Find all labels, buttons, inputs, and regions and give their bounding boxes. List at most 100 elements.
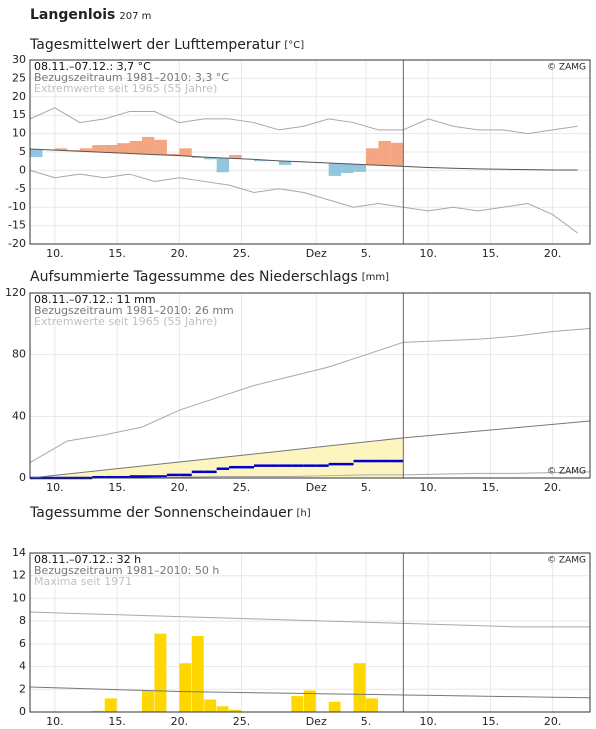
temperature-bar [117, 143, 130, 154]
sunshine-bar [92, 710, 105, 712]
chart-title: Aufsummierte Tagessumme des Niederschlag… [30, 269, 389, 285]
y-tick-label: 80 [12, 348, 26, 361]
y-tick-label: 6 [19, 637, 26, 650]
station-elevation: 207 m [119, 11, 151, 22]
x-tick-label: 20. [171, 715, 189, 728]
x-tick-label: 15. [482, 715, 500, 728]
extreme-line [29, 611, 590, 628]
y-tick-label: 0 [19, 705, 26, 718]
sunshine-bar [154, 633, 167, 712]
y-tick-label: 4 [19, 660, 26, 673]
legend-note: 08.11.–07.12.: 32 h [34, 553, 141, 566]
y-tick-label: 15 [12, 108, 26, 121]
y-tick-label: -5 [15, 182, 26, 195]
x-tick-label: Dez [306, 247, 327, 260]
temperature-bar [278, 161, 292, 165]
temperature-bar [179, 148, 192, 157]
legend-note: Bezugszeitraum 1981–2010: 3,3 °C [34, 71, 229, 84]
copyright: © ZAMG [547, 467, 586, 477]
temperature-bar [378, 140, 391, 166]
x-tick-label: 15. [482, 247, 500, 260]
temperature-bar [216, 157, 230, 173]
legend-note: 08.11.–07.12.: 11 mm [34, 293, 156, 306]
chart-unit: [mm] [362, 272, 389, 283]
chart-title-text: Tagessumme der Sonnenscheindauer [29, 505, 293, 521]
x-tick-label: 15. [108, 481, 126, 494]
sunshine-bar [216, 706, 229, 712]
x-tick-label: 15. [108, 247, 126, 260]
x-tick-label: 10. [46, 715, 64, 728]
y-tick-label: 8 [19, 614, 26, 627]
y-tick-label: 2 [19, 682, 26, 695]
x-tick-label: 20. [544, 715, 562, 728]
x-tick-label: 15. [482, 481, 500, 494]
x-tick-label: 20. [171, 247, 189, 260]
y-tick-label: 40 [12, 409, 26, 422]
legend-note: 08.11.–07.12.: 3,7 °C [34, 60, 151, 73]
normal-line [29, 420, 591, 479]
x-tick-label: Dez [306, 481, 327, 494]
temperature-bar [104, 145, 118, 153]
x-tick-label: 25. [233, 715, 251, 728]
x-tick-label: 15. [108, 715, 126, 728]
plot-frame [29, 59, 591, 245]
chart-title-text: Aufsummierte Tagessumme des Niederschlag… [30, 269, 358, 285]
temperature-bar [390, 142, 404, 167]
chart-title-text: Tagesmittelwert der Lufttemperatur [29, 37, 281, 53]
x-tick-label: 10. [419, 481, 437, 494]
y-tick-label: 0 [19, 163, 26, 176]
y-tick-label: -20 [8, 237, 26, 250]
extreme-line [29, 169, 578, 234]
sunshine-bar [303, 690, 316, 712]
y-tick-label: -15 [8, 219, 26, 232]
x-tick-label: 10. [419, 247, 437, 260]
x-tick-label: 20. [544, 481, 562, 494]
temperature-bar [92, 145, 105, 153]
temperature-bar [366, 148, 379, 165]
x-tick-label: Dez [306, 715, 327, 728]
chart-title: Tagesmittelwert der Lufttemperatur [°C] [29, 37, 304, 53]
temperature-bar [353, 164, 366, 172]
x-tick-label: 5. [361, 481, 372, 494]
temperature-bar [254, 159, 267, 162]
temperature-bar [142, 136, 155, 155]
temperature-bar [30, 149, 43, 158]
y-tick-label: 5 [19, 145, 26, 158]
chart-unit: [h] [296, 508, 310, 519]
temperature-bar [191, 156, 205, 158]
sunshine-bar [179, 663, 192, 712]
temperature-bar [341, 163, 354, 173]
x-tick-label: 25. [233, 481, 251, 494]
temperature-bar [154, 139, 167, 155]
temperature-bar [54, 148, 68, 151]
y-tick-label: 30 [12, 53, 26, 66]
sunshine-bar [229, 709, 242, 712]
chart-unit: [°C] [284, 40, 304, 51]
x-tick-label: 5. [361, 247, 372, 260]
y-tick-label: 14 [12, 546, 26, 559]
legend-note: Maxima seit 1971 [34, 575, 132, 588]
y-tick-label: 10 [12, 591, 26, 604]
legend-note: Bezugszeitraum 1981–2010: 26 mm [34, 304, 234, 317]
normal-line [29, 686, 591, 699]
x-tick-label: 10. [419, 715, 437, 728]
temperature-bar [129, 140, 142, 154]
extreme-line [29, 107, 578, 135]
x-tick-label: 5. [361, 715, 372, 728]
x-tick-label: 20. [171, 481, 189, 494]
sunshine-bar [291, 696, 304, 712]
plot-frame [29, 552, 591, 713]
sunshine-bar [204, 699, 217, 712]
temperature-bar [229, 154, 242, 159]
x-tick-label: 25. [233, 247, 251, 260]
sunshine-bar [366, 698, 378, 712]
sunshine-bar [328, 701, 341, 712]
y-tick-label: 20 [12, 90, 26, 103]
temperature-bar [328, 163, 342, 176]
temperature-bar [204, 157, 217, 160]
extreme-line [29, 327, 591, 464]
sunshine-bar [191, 635, 204, 712]
plot-frame [29, 292, 591, 479]
copyright: © ZAMG [547, 556, 586, 566]
